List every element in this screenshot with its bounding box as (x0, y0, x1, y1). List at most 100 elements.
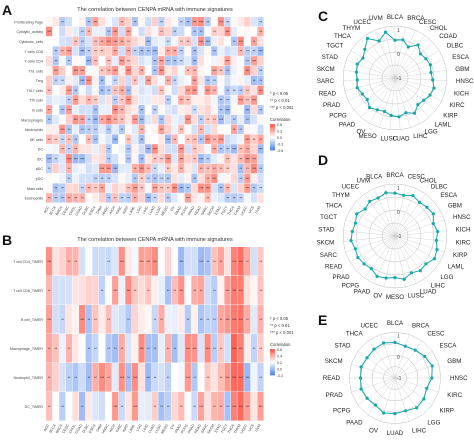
radar-point (384, 191, 388, 195)
significance-mark: *** (179, 260, 184, 264)
significance-mark: ** (226, 187, 229, 191)
heatmap-cell (230, 46, 238, 56)
significance-mark: *** (239, 318, 244, 322)
legend-gradient-step (270, 141, 275, 143)
heatmap-cell (118, 276, 125, 305)
heatmap-cell (118, 46, 125, 56)
heatmap-cell (46, 124, 53, 135)
heatmap-cell (98, 392, 106, 421)
heatmap-cell (125, 46, 132, 56)
column-label: GBM (95, 205, 103, 214)
heatmap-cell (204, 247, 211, 276)
heatmap-cell (197, 173, 205, 184)
heatmap-cell (224, 276, 231, 305)
heatmap-cell (145, 363, 152, 392)
heatmap-cell (151, 46, 158, 56)
heatmap-cell (184, 276, 191, 305)
significance-mark: *** (232, 405, 237, 409)
significance-mark: ** (107, 59, 110, 63)
significance-mark: ** (246, 118, 249, 122)
legend-gradient-step (270, 143, 275, 146)
heatmap-cell (59, 173, 66, 184)
heatmap-cell (131, 163, 139, 174)
radar-spoke (351, 377, 396, 393)
heatmap-cell (72, 26, 79, 37)
heatmap-cell (244, 85, 251, 95)
heatmap-cell (237, 65, 244, 76)
heatmap-cell (244, 392, 251, 421)
radar-category-label: GBM (447, 358, 461, 365)
column-label: ESCA (88, 205, 97, 216)
heatmap-cell (197, 105, 205, 115)
significance-mark: ** (213, 289, 216, 293)
column-label: CESC (62, 423, 71, 434)
significance-mark: *** (232, 318, 237, 322)
heatmap-cell (244, 46, 251, 56)
radar-category-label: PCPG (333, 407, 351, 414)
significance-mark: ** (213, 118, 216, 122)
heatmap-cell (197, 124, 205, 135)
significance-mark: ** (48, 108, 51, 112)
significance-mark: *** (80, 69, 85, 73)
significance-mark: ** (121, 128, 124, 132)
heatmap-cell (92, 17, 99, 27)
heatmap-cell (138, 154, 145, 164)
radar-spoke (345, 219, 396, 237)
radar-point (403, 344, 407, 348)
heatmap-cell (65, 363, 73, 392)
radar-category-label: PAAD (339, 121, 356, 128)
heatmap-cell (204, 56, 211, 66)
radar-spoke (344, 77, 396, 92)
heatmap-cell (145, 65, 152, 76)
significance-mark: *** (186, 89, 191, 93)
significance-mark: ** (101, 40, 104, 44)
significance-mark: ** (207, 118, 210, 122)
radar-spoke (394, 77, 447, 81)
heatmap-cell (178, 392, 185, 421)
heatmap-cell (257, 114, 264, 125)
heatmap-cell (112, 46, 119, 56)
significance-mark: ** (167, 177, 170, 181)
significance-mark: ** (88, 30, 91, 34)
radar-category-label: PCPG (329, 112, 347, 119)
heatmap-cell (145, 276, 152, 305)
significance-mark: ** (213, 347, 216, 351)
heatmap-cell (131, 26, 139, 37)
significance-mark: ** (220, 69, 223, 73)
radar-category-label: HNSC (456, 78, 474, 85)
significance-mark: ** (253, 138, 256, 142)
significance-mark: ** (107, 89, 110, 93)
heatmap-cell (244, 56, 251, 66)
heatmap-cell (197, 334, 205, 363)
heatmap-cell (211, 124, 218, 135)
heatmap-cell (197, 163, 205, 174)
heatmap-cell (59, 193, 66, 203)
significance-mark: *** (153, 260, 158, 264)
heatmap-cell (52, 363, 59, 392)
heatmap-b: The correlation between CENPA mRNA with … (10, 237, 294, 435)
heatmap-cell (191, 173, 198, 184)
radar-category-label: READ (325, 264, 343, 271)
column-label: DLBC (82, 423, 90, 434)
significance-mark: ** (226, 197, 229, 201)
significance-mark: ** (253, 40, 256, 44)
row-label: B cell_TIMER (21, 318, 43, 322)
significance-mark: *** (127, 289, 132, 293)
significance-mark: ** (246, 318, 249, 322)
radar-point (429, 70, 433, 75)
heatmap-cell (92, 114, 99, 125)
radar-point (432, 257, 437, 261)
significance-mark: ** (180, 59, 183, 63)
column-label: KIRC (115, 205, 123, 215)
row-label: B cells (32, 109, 43, 113)
radar-category-label: KIRC (447, 392, 462, 399)
radar-ring-label: 1 (397, 28, 400, 34)
significance-mark: *** (113, 138, 118, 142)
heatmap-cell (217, 17, 224, 27)
significance-mark: ** (121, 197, 124, 201)
heatmap-cell (184, 75, 191, 86)
heatmap-cell (79, 183, 86, 193)
significance-mark: ** (200, 289, 203, 293)
radar-category-label: UCEC (360, 323, 378, 330)
heatmap-cell (138, 36, 145, 46)
